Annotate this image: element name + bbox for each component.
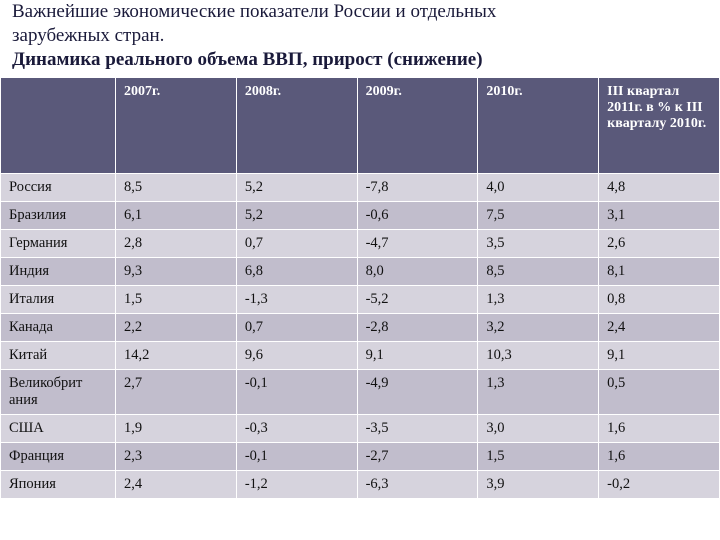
cell-value: 0,8 <box>599 286 720 314</box>
cell-country: Китай <box>1 342 116 370</box>
table-row: Бразилия6,15,2-0,67,53,1 <box>1 202 720 230</box>
cell-country: Япония <box>1 471 116 499</box>
cell-value: 5,2 <box>236 202 357 230</box>
cell-value: 8,5 <box>478 258 599 286</box>
cell-value: -0,2 <box>599 471 720 499</box>
cell-value: 1,3 <box>478 286 599 314</box>
cell-value: 0,7 <box>236 230 357 258</box>
cell-value: 1,5 <box>478 443 599 471</box>
cell-value: 9,1 <box>357 342 478 370</box>
cell-value: -0,3 <box>236 415 357 443</box>
table-row: Россия8,55,2-7,84,04,8 <box>1 174 720 202</box>
cell-value: 0,7 <box>236 314 357 342</box>
cell-country: Индия <box>1 258 116 286</box>
cell-value: 6,1 <box>116 202 237 230</box>
table-body: Россия8,55,2-7,84,04,8Бразилия6,15,2-0,6… <box>1 174 720 499</box>
cell-value: 5,2 <box>236 174 357 202</box>
col-q3-2011: III квартал 2011г. в % к III кварталу 20… <box>599 78 720 174</box>
cell-value: 2,4 <box>599 314 720 342</box>
col-2008: 2008г. <box>236 78 357 174</box>
cell-value: 3,2 <box>478 314 599 342</box>
cell-value: 8,5 <box>116 174 237 202</box>
title-line-1: Важнейшие экономические показатели Росси… <box>12 0 708 24</box>
cell-value: 0,5 <box>599 370 720 415</box>
cell-value: -3,5 <box>357 415 478 443</box>
cell-country: Франция <box>1 443 116 471</box>
table-row: Канада2,20,7-2,83,22,4 <box>1 314 720 342</box>
table-row: Германия2,80,7-4,73,52,6 <box>1 230 720 258</box>
cell-value: -1,3 <box>236 286 357 314</box>
col-2009: 2009г. <box>357 78 478 174</box>
cell-value: 4,0 <box>478 174 599 202</box>
cell-value: -4,9 <box>357 370 478 415</box>
cell-value: 1,5 <box>116 286 237 314</box>
cell-country: Италия <box>1 286 116 314</box>
cell-value: -2,7 <box>357 443 478 471</box>
cell-value: 2,4 <box>116 471 237 499</box>
cell-value: 1,9 <box>116 415 237 443</box>
cell-value: 7,5 <box>478 202 599 230</box>
cell-value: 10,3 <box>478 342 599 370</box>
col-country <box>1 78 116 174</box>
cell-country: Германия <box>1 230 116 258</box>
cell-value: 3,1 <box>599 202 720 230</box>
cell-value: 2,7 <box>116 370 237 415</box>
cell-value: -7,8 <box>357 174 478 202</box>
cell-value: 6,8 <box>236 258 357 286</box>
gdp-table: 2007г. 2008г. 2009г. 2010г. III квартал … <box>0 77 720 499</box>
title-line-3: Динамика реального объема ВВП, прирост (… <box>12 48 708 72</box>
cell-value: 4,8 <box>599 174 720 202</box>
cell-value: 2,8 <box>116 230 237 258</box>
cell-value: 3,0 <box>478 415 599 443</box>
cell-value: -1,2 <box>236 471 357 499</box>
table-row: США1,9-0,3-3,53,01,6 <box>1 415 720 443</box>
cell-value: 8,1 <box>599 258 720 286</box>
cell-value: 14,2 <box>116 342 237 370</box>
cell-value: 9,6 <box>236 342 357 370</box>
cell-value: -0,1 <box>236 443 357 471</box>
cell-value: 2,2 <box>116 314 237 342</box>
cell-value: 3,5 <box>478 230 599 258</box>
cell-value: -0,1 <box>236 370 357 415</box>
cell-value: 2,6 <box>599 230 720 258</box>
table-row: Китай14,29,69,110,39,1 <box>1 342 720 370</box>
col-2010: 2010г. <box>478 78 599 174</box>
cell-value: 1,6 <box>599 443 720 471</box>
cell-country: Канада <box>1 314 116 342</box>
table-row: Италия1,5-1,3-5,21,30,8 <box>1 286 720 314</box>
cell-value: 1,6 <box>599 415 720 443</box>
cell-value: -0,6 <box>357 202 478 230</box>
cell-value: 2,3 <box>116 443 237 471</box>
title-line-2: зарубежных стран. <box>12 24 708 48</box>
cell-value: 8,0 <box>357 258 478 286</box>
cell-value: 3,9 <box>478 471 599 499</box>
table-row: Индия9,36,88,08,58,1 <box>1 258 720 286</box>
cell-country: США <box>1 415 116 443</box>
table-row: Япония2,4-1,2-6,33,9-0,2 <box>1 471 720 499</box>
cell-country: Россия <box>1 174 116 202</box>
cell-value: -2,8 <box>357 314 478 342</box>
cell-value: -4,7 <box>357 230 478 258</box>
cell-value: 1,3 <box>478 370 599 415</box>
cell-country: Бразилия <box>1 202 116 230</box>
table-header-row: 2007г. 2008г. 2009г. 2010г. III квартал … <box>1 78 720 174</box>
cell-value: -5,2 <box>357 286 478 314</box>
cell-value: 9,3 <box>116 258 237 286</box>
col-2007: 2007г. <box>116 78 237 174</box>
table-row: Великобритания2,7-0,1-4,91,30,5 <box>1 370 720 415</box>
cell-country: Великобритания <box>1 370 116 415</box>
cell-value: -6,3 <box>357 471 478 499</box>
table-row: Франция2,3-0,1-2,71,51,6 <box>1 443 720 471</box>
cell-value: 9,1 <box>599 342 720 370</box>
slide-title: Важнейшие экономические показатели Росси… <box>0 0 720 77</box>
